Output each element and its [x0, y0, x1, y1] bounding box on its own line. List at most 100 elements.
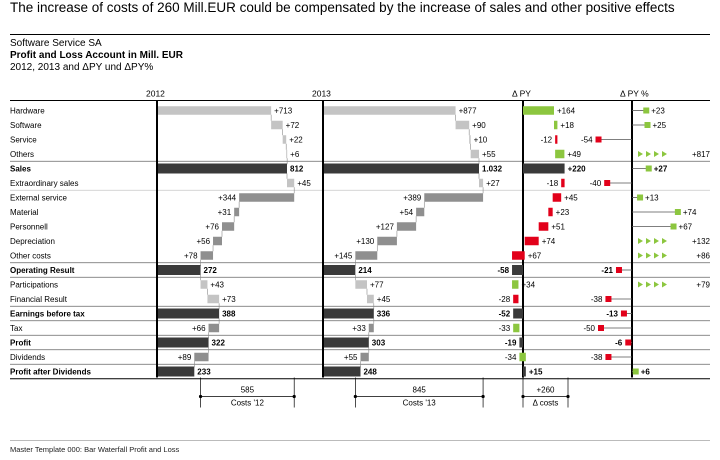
bar-2013-value: +130 — [356, 237, 375, 246]
bar-2013-value: 214 — [358, 266, 372, 275]
row-label: Profit after Dividends — [10, 368, 91, 377]
bar-2013-bar — [355, 251, 378, 260]
bar-2012-bar — [157, 366, 195, 377]
dpyp-overflow-arrow — [654, 238, 659, 244]
bar-2013-bar — [455, 120, 470, 130]
bar-2013-value: +54 — [400, 208, 414, 217]
row-label: Others — [10, 150, 34, 159]
bar-2012-bar — [222, 222, 235, 231]
bar-2012-value: +713 — [274, 107, 293, 116]
bar-2013-bar — [323, 163, 479, 174]
bar-2013-value: +55 — [344, 353, 358, 362]
dpyp-marker — [643, 107, 650, 114]
bar-2012-value: 812 — [290, 165, 304, 174]
dpy-value: +67 — [528, 252, 542, 261]
dpy-bar — [512, 280, 519, 289]
bar-2012-bar — [282, 135, 287, 144]
dpy-bar — [519, 337, 523, 348]
bar-2013-value: +45 — [377, 295, 391, 304]
bar-2012-bar — [157, 265, 201, 275]
bar-2013-value: +389 — [403, 194, 422, 203]
dpyp-overflow-arrow — [638, 238, 643, 244]
cost-bracket-label: Costs '12 — [231, 399, 265, 408]
dpy-value: +74 — [542, 237, 556, 246]
dpy-bar — [523, 163, 565, 174]
row-label: Depreciation — [10, 237, 55, 246]
dpyp-overflow-arrow — [662, 238, 667, 244]
report-period: 2012, 2013 and ΔPY und ΔPY% — [10, 62, 154, 73]
dpyp-overflow-arrow — [646, 252, 651, 259]
bar-2013-value: +55 — [482, 150, 496, 159]
dpy-value: -18 — [547, 179, 559, 188]
bar-2012-value: +43 — [210, 281, 224, 290]
dpy-value: -19 — [505, 339, 517, 348]
bar-2012-value: +89 — [178, 353, 192, 362]
dpyp-marker — [645, 165, 652, 172]
bar-2013-bar — [366, 294, 374, 304]
dpy-value: -34 — [505, 353, 517, 362]
bar-2013-value: 248 — [363, 368, 377, 377]
bar-2012-value: +78 — [184, 252, 198, 261]
bar-2012-bar — [157, 337, 209, 348]
dpy-value: +49 — [567, 150, 581, 159]
footer-note: Master Template 000: Bar Waterfall Profi… — [10, 445, 180, 454]
bar-2013-bar — [323, 106, 456, 115]
dpy-value: +34 — [521, 281, 535, 290]
dpy-value: -12 — [541, 136, 553, 145]
dpyp-overflow-arrow — [646, 281, 651, 288]
bar-2012-value: +6 — [290, 150, 300, 159]
bar-2012-bar — [157, 163, 287, 174]
bar-2012-value: +76 — [205, 223, 219, 232]
dpyp-value: +6 — [641, 368, 651, 377]
bar-2013-value: 336 — [377, 310, 391, 319]
bar-2013-value: +33 — [352, 324, 366, 333]
dpyp-overflow-arrow — [654, 281, 659, 288]
row-label: Earnings before tax — [10, 310, 85, 319]
bar-2012-bar — [194, 352, 209, 362]
dpyp-value: +25 — [653, 121, 667, 130]
panel-title-2012: 2012 — [146, 89, 165, 99]
dpyp-marker — [605, 354, 612, 360]
dpy-bar — [523, 366, 526, 377]
dpyp-marker — [637, 194, 644, 201]
dpy-value: -52 — [499, 310, 511, 319]
dpyp-value: +817 — [692, 150, 711, 159]
bar-2013-bar — [396, 222, 417, 231]
dpyp-marker — [625, 339, 632, 346]
bar-2012-value: 322 — [212, 339, 226, 348]
bar-2013-bar — [424, 193, 484, 202]
bar-2013-value: +10 — [474, 136, 488, 145]
waterfall-chart: 2012 2013 Δ PY Δ PY % Hardware Software Servic… — [10, 89, 711, 408]
dpyp-overflow-arrow — [638, 281, 643, 288]
bar-2013-bar — [470, 149, 479, 159]
bar-2012-bar — [208, 323, 220, 333]
bar-2013-bar — [323, 308, 374, 319]
bar-2013-bar — [323, 265, 356, 275]
row-label: Profit — [10, 339, 31, 348]
cost-bracket-dot — [353, 394, 357, 399]
panel-title-2013: 2013 — [312, 89, 331, 99]
dpyp-overflow-arrow — [662, 252, 667, 259]
bar-2013-bar — [479, 178, 484, 188]
row-label: Software — [10, 121, 42, 130]
bar-2013-value: +90 — [472, 121, 486, 130]
dpyp-value: +67 — [679, 223, 693, 232]
dpy-bar — [555, 149, 565, 159]
bar-2012-bar — [157, 308, 220, 319]
cost-bracket-dot — [292, 394, 296, 399]
row-label: Service — [10, 136, 37, 145]
cost-bracket-label: Δ costs — [533, 399, 559, 408]
row-label: Hardware — [10, 107, 45, 116]
dpyp-value: +27 — [654, 165, 668, 174]
bar-2012-value: +31 — [218, 208, 232, 217]
dpyp-marker — [620, 310, 627, 317]
row-label: Extraordinary sales — [10, 179, 78, 188]
dpyp-value: -40 — [590, 179, 602, 188]
row-label: Tax — [10, 324, 22, 333]
headline: The increase of costs of 260 Mill.EUR co… — [10, 0, 675, 15]
row-label: External service — [10, 194, 67, 203]
dpy-bar — [513, 308, 523, 319]
bar-2013-value: +145 — [334, 252, 353, 261]
report-title: Profit and Loss Account in Mill. EUR — [10, 50, 183, 61]
bar-2012-bar — [239, 193, 295, 202]
